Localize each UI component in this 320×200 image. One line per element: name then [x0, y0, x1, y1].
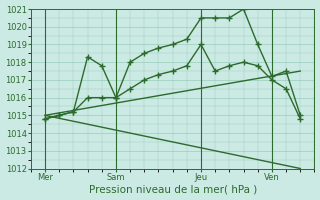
X-axis label: Pression niveau de la mer( hPa ): Pression niveau de la mer( hPa ) — [89, 184, 257, 194]
